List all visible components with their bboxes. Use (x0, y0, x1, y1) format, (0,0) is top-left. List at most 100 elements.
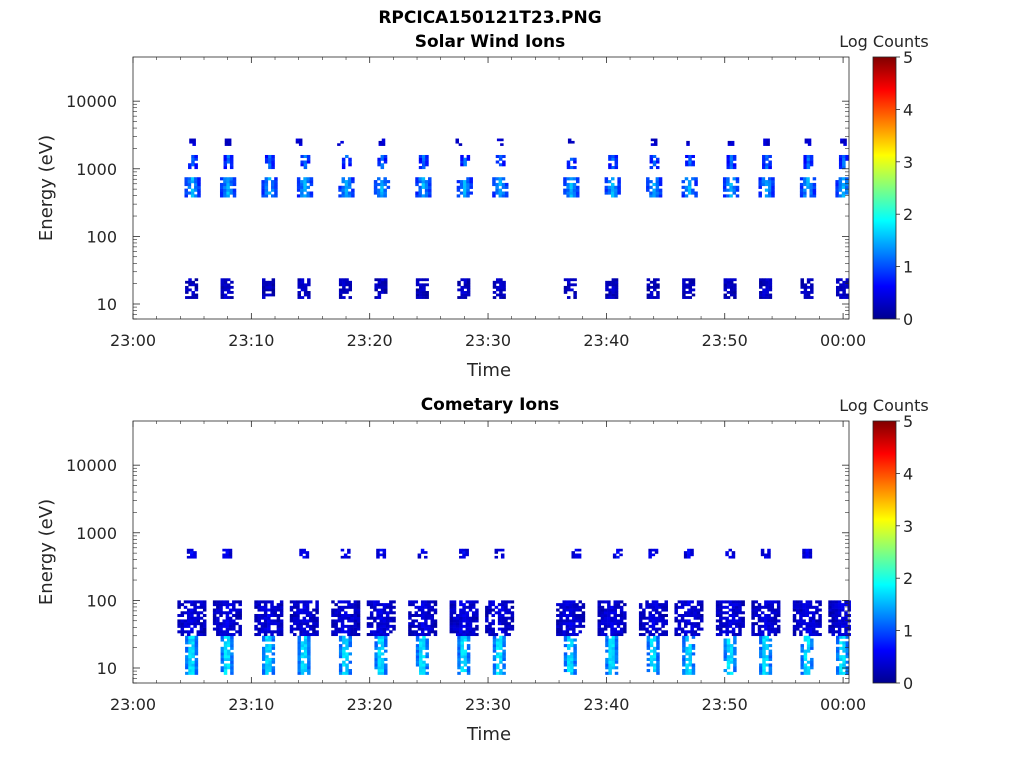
spectrogram-cell (223, 182, 227, 187)
spectrogram-cell (499, 293, 503, 297)
spectrogram-cell (658, 603, 662, 607)
spectrogram-cell (384, 283, 388, 287)
spectrogram-cell (268, 644, 272, 648)
spectrogram-cell (806, 154, 811, 159)
spectrogram-cell (654, 600, 659, 604)
spectrogram-cell (497, 611, 502, 615)
spectrogram-cell (810, 644, 814, 648)
spectrogram-cell (773, 611, 778, 615)
spectrogram-cell (804, 140, 809, 144)
spectrogram-cell (735, 180, 740, 184)
spectrogram-cell (279, 630, 284, 634)
spectrogram-cell (691, 652, 696, 656)
spectrogram-cell (466, 652, 471, 656)
spectrogram-cell (350, 627, 354, 631)
spectrogram-cell (342, 285, 346, 289)
spectrogram-cell (452, 600, 457, 604)
spectrogram-cell (499, 638, 503, 642)
spectrogram-cell (649, 657, 654, 661)
spectrogram-cell (196, 611, 201, 615)
spectrogram-cell (347, 182, 352, 187)
spectrogram-cell (498, 194, 503, 198)
spectrogram-cell (738, 622, 742, 626)
spectrogram-cell (610, 624, 614, 628)
spectrogram-cell (220, 669, 225, 673)
spectrogram-cell (491, 600, 495, 604)
spectrogram-cell (373, 608, 377, 612)
spectrogram-cell (770, 630, 775, 634)
spectrogram-cell (696, 608, 701, 612)
spectrogram-cell (343, 555, 348, 559)
spectrogram-cell (186, 600, 191, 604)
spectrogram-cell (565, 633, 570, 637)
spectrogram-cell (684, 600, 688, 604)
spectrogram-cell (260, 605, 265, 609)
spectrogram-cell (844, 185, 849, 189)
spectrogram-cell (334, 630, 338, 634)
spectrogram-cell (800, 278, 804, 282)
spectrogram-cell (347, 619, 351, 623)
spectrogram-cell (271, 657, 276, 661)
spectrogram-cell (421, 180, 426, 184)
spectrogram-cell (265, 646, 269, 650)
spectrogram-cell (347, 633, 351, 637)
spectrogram-cell (502, 283, 506, 287)
spectrogram-cell (499, 644, 503, 648)
spectrogram-cell (812, 185, 817, 189)
spectrogram-cell (338, 188, 342, 192)
spectrogram-cell (681, 180, 686, 184)
spectrogram-cell (733, 635, 737, 639)
spectrogram-cell (738, 603, 742, 607)
spectrogram-cell (433, 633, 438, 637)
spectrogram-cell (380, 641, 385, 645)
spectrogram-cell (303, 666, 308, 670)
spectrogram-cell (792, 616, 797, 620)
spectrogram-cell (607, 624, 611, 628)
spectrogram-cell (261, 194, 265, 198)
spectrogram-cell (219, 191, 224, 195)
spectrogram-cell (261, 669, 266, 673)
spectrogram-cell (656, 296, 660, 299)
spectrogram-cell (366, 603, 371, 607)
spectrogram-cell (223, 283, 228, 287)
spectrogram-cell (638, 619, 643, 623)
spectrogram-cell (202, 627, 207, 631)
spectrogram-cell (235, 613, 239, 618)
spectrogram-cell (597, 630, 602, 634)
spectrogram-cell (449, 622, 454, 626)
spectrogram-cell (765, 163, 769, 167)
spectrogram-cell (613, 613, 617, 618)
spectrogram-cell (619, 613, 624, 618)
spectrogram-cell (725, 600, 729, 604)
spectrogram-cell (383, 157, 388, 161)
spectrogram-cell (279, 619, 284, 623)
spectrogram-cell (348, 638, 353, 642)
spectrogram-cell (270, 608, 274, 612)
spectrogram-cell (572, 182, 577, 187)
spectrogram-cell (376, 616, 380, 620)
spectrogram-cell (270, 605, 274, 609)
spectrogram-cell (194, 641, 199, 645)
spectrogram-cell (722, 188, 727, 192)
spectrogram-cell (799, 630, 803, 634)
spectrogram-cell (455, 633, 460, 637)
spectrogram-cell (731, 630, 736, 634)
spectrogram-cell (254, 616, 258, 620)
spectrogram-cell (428, 188, 432, 192)
spectrogram-cell (347, 548, 351, 552)
spectrogram-cell (684, 624, 688, 628)
spectrogram-cell (776, 603, 781, 607)
spectrogram-cell (758, 185, 762, 189)
spectrogram-cell (691, 671, 696, 675)
spectrogram-cell (765, 154, 769, 159)
spectrogram-cell (570, 655, 574, 659)
spectrogram-cell (419, 655, 423, 659)
spectrogram-cell (759, 649, 763, 653)
spectrogram-cell (183, 630, 188, 634)
spectrogram-cell (652, 188, 656, 192)
spectrogram-cell (348, 296, 353, 299)
spectrogram-cell (309, 182, 314, 187)
spectrogram-cell (228, 624, 233, 628)
spectrogram-cell (577, 548, 582, 552)
